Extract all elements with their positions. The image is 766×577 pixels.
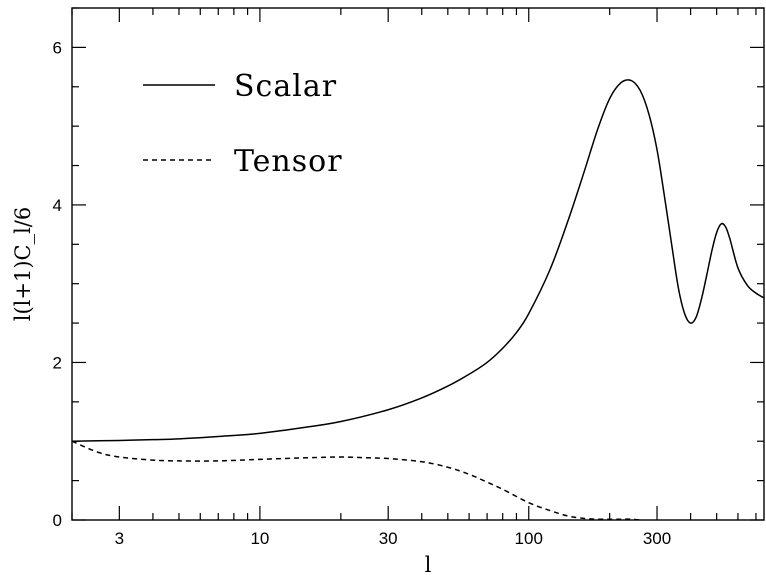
x-tick-label: 300 — [643, 529, 671, 548]
y-tick-label: 0 — [53, 511, 62, 530]
y-axis-label: l(l+1)C_l/6 — [11, 207, 35, 322]
y-tick-label: 4 — [53, 196, 62, 215]
x-tick-label: 10 — [250, 529, 269, 548]
x-axis-label: l — [425, 553, 432, 577]
legend-label-scalar: Scalar — [234, 69, 337, 104]
x-tick-labels: 3 10 30 100 300 — [115, 529, 672, 548]
legend: Scalar Tensor — [143, 69, 343, 179]
x-tick-label: 3 — [115, 529, 124, 548]
plot-frame — [71, 7, 765, 521]
axis-ticks — [71, 7, 764, 521]
series-line-tensor — [72, 440, 641, 520]
series-layer — [72, 79, 764, 520]
x-tick-label: 30 — [379, 529, 398, 548]
y-tick-labels: 0 2 4 6 — [53, 38, 62, 530]
y-tick-label: 2 — [53, 353, 62, 372]
x-tick-label: 100 — [515, 529, 543, 548]
y-tick-label: 6 — [53, 38, 62, 57]
legend-label-tensor: Tensor — [234, 144, 343, 179]
series-line-scalar — [72, 79, 764, 442]
